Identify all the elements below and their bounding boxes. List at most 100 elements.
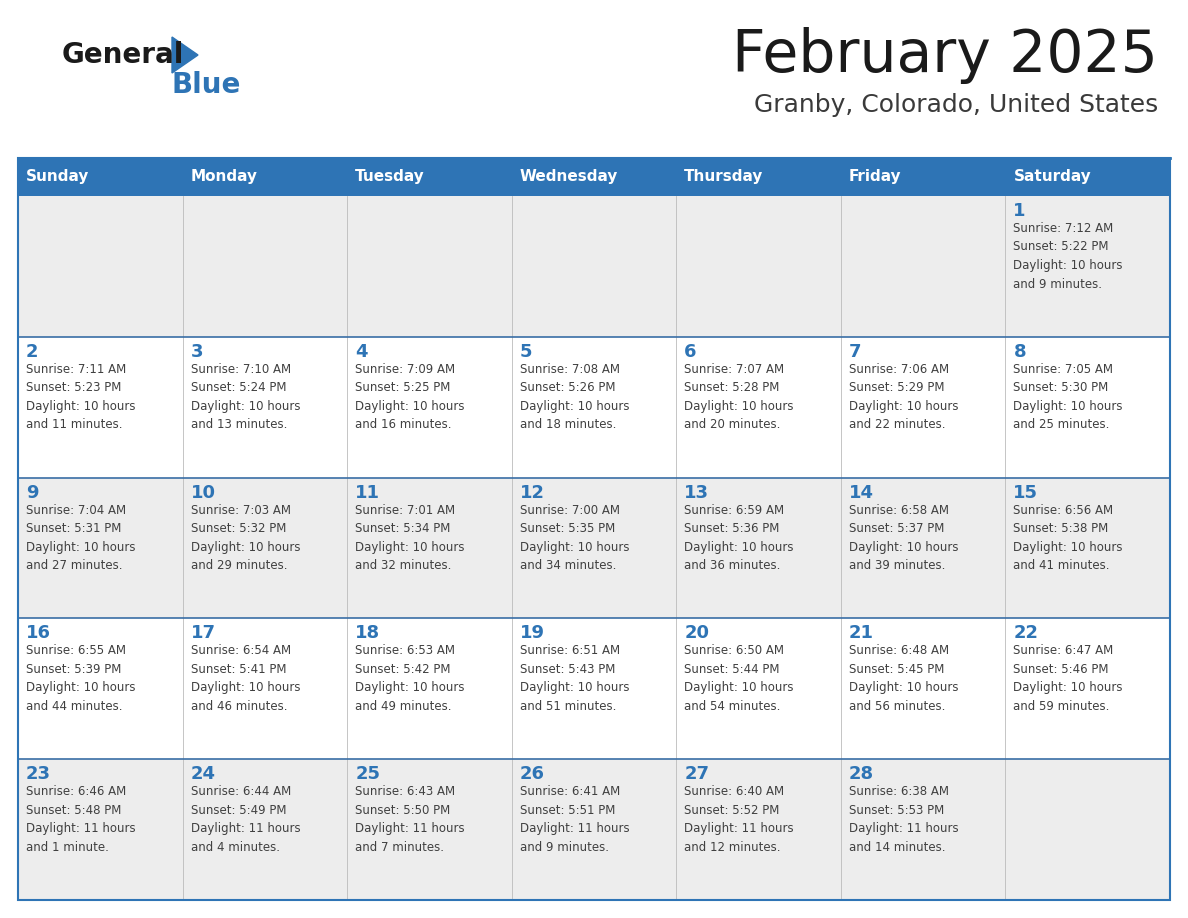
- Bar: [18, 158, 183, 196]
- Text: 5: 5: [519, 342, 532, 361]
- Bar: [841, 337, 1005, 477]
- Text: 7: 7: [849, 342, 861, 361]
- Bar: [18, 196, 183, 337]
- Text: Sunrise: 6:56 AM
Sunset: 5:38 PM
Daylight: 10 hours
and 41 minutes.: Sunrise: 6:56 AM Sunset: 5:38 PM Dayligh…: [1013, 504, 1123, 572]
- Text: 10: 10: [190, 484, 215, 501]
- Text: 16: 16: [26, 624, 51, 643]
- Bar: [841, 759, 1005, 900]
- Text: 14: 14: [849, 484, 874, 501]
- Bar: [512, 759, 676, 900]
- Text: Wednesday: Wednesday: [519, 170, 618, 185]
- Text: Thursday: Thursday: [684, 170, 764, 185]
- Bar: [183, 337, 347, 477]
- Text: Sunrise: 6:58 AM
Sunset: 5:37 PM
Daylight: 10 hours
and 39 minutes.: Sunrise: 6:58 AM Sunset: 5:37 PM Dayligh…: [849, 504, 959, 572]
- Text: Blue: Blue: [172, 71, 241, 99]
- Text: Granby, Colorado, United States: Granby, Colorado, United States: [753, 93, 1158, 117]
- Bar: [18, 158, 1170, 900]
- Text: Sunrise: 7:07 AM
Sunset: 5:28 PM
Daylight: 10 hours
and 20 minutes.: Sunrise: 7:07 AM Sunset: 5:28 PM Dayligh…: [684, 363, 794, 431]
- Text: 1: 1: [1013, 202, 1026, 220]
- Text: Sunrise: 7:09 AM
Sunset: 5:25 PM
Daylight: 10 hours
and 16 minutes.: Sunrise: 7:09 AM Sunset: 5:25 PM Dayligh…: [355, 363, 465, 431]
- Text: Sunrise: 7:00 AM
Sunset: 5:35 PM
Daylight: 10 hours
and 34 minutes.: Sunrise: 7:00 AM Sunset: 5:35 PM Dayligh…: [519, 504, 630, 572]
- Text: 28: 28: [849, 766, 874, 783]
- Bar: [347, 158, 512, 196]
- Text: 27: 27: [684, 766, 709, 783]
- Text: 24: 24: [190, 766, 215, 783]
- Text: February 2025: February 2025: [732, 27, 1158, 84]
- Bar: [676, 337, 841, 477]
- Text: Sunrise: 6:47 AM
Sunset: 5:46 PM
Daylight: 10 hours
and 59 minutes.: Sunrise: 6:47 AM Sunset: 5:46 PM Dayligh…: [1013, 644, 1123, 713]
- Text: Sunrise: 6:44 AM
Sunset: 5:49 PM
Daylight: 11 hours
and 4 minutes.: Sunrise: 6:44 AM Sunset: 5:49 PM Dayligh…: [190, 785, 301, 854]
- Bar: [676, 619, 841, 759]
- Text: Sunrise: 7:01 AM
Sunset: 5:34 PM
Daylight: 10 hours
and 32 minutes.: Sunrise: 7:01 AM Sunset: 5:34 PM Dayligh…: [355, 504, 465, 572]
- Text: 20: 20: [684, 624, 709, 643]
- Text: Sunday: Sunday: [26, 170, 89, 185]
- Bar: [512, 477, 676, 619]
- Bar: [841, 477, 1005, 619]
- Text: 13: 13: [684, 484, 709, 501]
- Bar: [183, 158, 347, 196]
- Text: Sunrise: 6:50 AM
Sunset: 5:44 PM
Daylight: 10 hours
and 54 minutes.: Sunrise: 6:50 AM Sunset: 5:44 PM Dayligh…: [684, 644, 794, 713]
- Text: 8: 8: [1013, 342, 1026, 361]
- Bar: [512, 196, 676, 337]
- Text: Sunrise: 6:54 AM
Sunset: 5:41 PM
Daylight: 10 hours
and 46 minutes.: Sunrise: 6:54 AM Sunset: 5:41 PM Dayligh…: [190, 644, 301, 713]
- Text: 9: 9: [26, 484, 38, 501]
- Text: Sunrise: 6:41 AM
Sunset: 5:51 PM
Daylight: 11 hours
and 9 minutes.: Sunrise: 6:41 AM Sunset: 5:51 PM Dayligh…: [519, 785, 630, 854]
- Bar: [676, 158, 841, 196]
- Text: 23: 23: [26, 766, 51, 783]
- Text: 2: 2: [26, 342, 38, 361]
- Bar: [347, 196, 512, 337]
- Bar: [183, 477, 347, 619]
- Text: Sunrise: 6:40 AM
Sunset: 5:52 PM
Daylight: 11 hours
and 12 minutes.: Sunrise: 6:40 AM Sunset: 5:52 PM Dayligh…: [684, 785, 794, 854]
- Bar: [18, 477, 183, 619]
- Bar: [18, 759, 183, 900]
- Text: Sunrise: 6:38 AM
Sunset: 5:53 PM
Daylight: 11 hours
and 14 minutes.: Sunrise: 6:38 AM Sunset: 5:53 PM Dayligh…: [849, 785, 959, 854]
- Bar: [512, 619, 676, 759]
- Bar: [841, 196, 1005, 337]
- Bar: [1005, 477, 1170, 619]
- Text: Sunrise: 6:59 AM
Sunset: 5:36 PM
Daylight: 10 hours
and 36 minutes.: Sunrise: 6:59 AM Sunset: 5:36 PM Dayligh…: [684, 504, 794, 572]
- Bar: [676, 196, 841, 337]
- Bar: [1005, 158, 1170, 196]
- Text: 15: 15: [1013, 484, 1038, 501]
- Text: Sunrise: 7:04 AM
Sunset: 5:31 PM
Daylight: 10 hours
and 27 minutes.: Sunrise: 7:04 AM Sunset: 5:31 PM Dayligh…: [26, 504, 135, 572]
- Text: Sunrise: 6:55 AM
Sunset: 5:39 PM
Daylight: 10 hours
and 44 minutes.: Sunrise: 6:55 AM Sunset: 5:39 PM Dayligh…: [26, 644, 135, 713]
- Text: 6: 6: [684, 342, 697, 361]
- Text: Friday: Friday: [849, 170, 902, 185]
- Bar: [676, 477, 841, 619]
- Text: 19: 19: [519, 624, 545, 643]
- Bar: [1005, 619, 1170, 759]
- Bar: [841, 619, 1005, 759]
- Text: 4: 4: [355, 342, 367, 361]
- Bar: [512, 337, 676, 477]
- Text: Sunrise: 7:03 AM
Sunset: 5:32 PM
Daylight: 10 hours
and 29 minutes.: Sunrise: 7:03 AM Sunset: 5:32 PM Dayligh…: [190, 504, 301, 572]
- Text: Sunrise: 7:05 AM
Sunset: 5:30 PM
Daylight: 10 hours
and 25 minutes.: Sunrise: 7:05 AM Sunset: 5:30 PM Dayligh…: [1013, 363, 1123, 431]
- Bar: [1005, 337, 1170, 477]
- Bar: [1005, 196, 1170, 337]
- Bar: [676, 759, 841, 900]
- Text: Sunrise: 7:11 AM
Sunset: 5:23 PM
Daylight: 10 hours
and 11 minutes.: Sunrise: 7:11 AM Sunset: 5:23 PM Dayligh…: [26, 363, 135, 431]
- Text: General: General: [62, 41, 184, 69]
- Bar: [347, 759, 512, 900]
- Text: 12: 12: [519, 484, 545, 501]
- Bar: [512, 158, 676, 196]
- Text: Sunrise: 7:08 AM
Sunset: 5:26 PM
Daylight: 10 hours
and 18 minutes.: Sunrise: 7:08 AM Sunset: 5:26 PM Dayligh…: [519, 363, 630, 431]
- Text: Sunrise: 6:43 AM
Sunset: 5:50 PM
Daylight: 11 hours
and 7 minutes.: Sunrise: 6:43 AM Sunset: 5:50 PM Dayligh…: [355, 785, 465, 854]
- Bar: [841, 158, 1005, 196]
- Text: 18: 18: [355, 624, 380, 643]
- Text: Tuesday: Tuesday: [355, 170, 425, 185]
- Bar: [1005, 759, 1170, 900]
- Text: 26: 26: [519, 766, 545, 783]
- Text: Sunrise: 7:10 AM
Sunset: 5:24 PM
Daylight: 10 hours
and 13 minutes.: Sunrise: 7:10 AM Sunset: 5:24 PM Dayligh…: [190, 363, 301, 431]
- Text: 25: 25: [355, 766, 380, 783]
- Text: 3: 3: [190, 342, 203, 361]
- Text: Saturday: Saturday: [1013, 170, 1092, 185]
- Text: Monday: Monday: [190, 170, 258, 185]
- Text: 22: 22: [1013, 624, 1038, 643]
- Text: Sunrise: 6:51 AM
Sunset: 5:43 PM
Daylight: 10 hours
and 51 minutes.: Sunrise: 6:51 AM Sunset: 5:43 PM Dayligh…: [519, 644, 630, 713]
- Bar: [183, 196, 347, 337]
- Text: Sunrise: 6:53 AM
Sunset: 5:42 PM
Daylight: 10 hours
and 49 minutes.: Sunrise: 6:53 AM Sunset: 5:42 PM Dayligh…: [355, 644, 465, 713]
- Bar: [183, 759, 347, 900]
- Polygon shape: [172, 37, 198, 73]
- Bar: [347, 337, 512, 477]
- Bar: [347, 619, 512, 759]
